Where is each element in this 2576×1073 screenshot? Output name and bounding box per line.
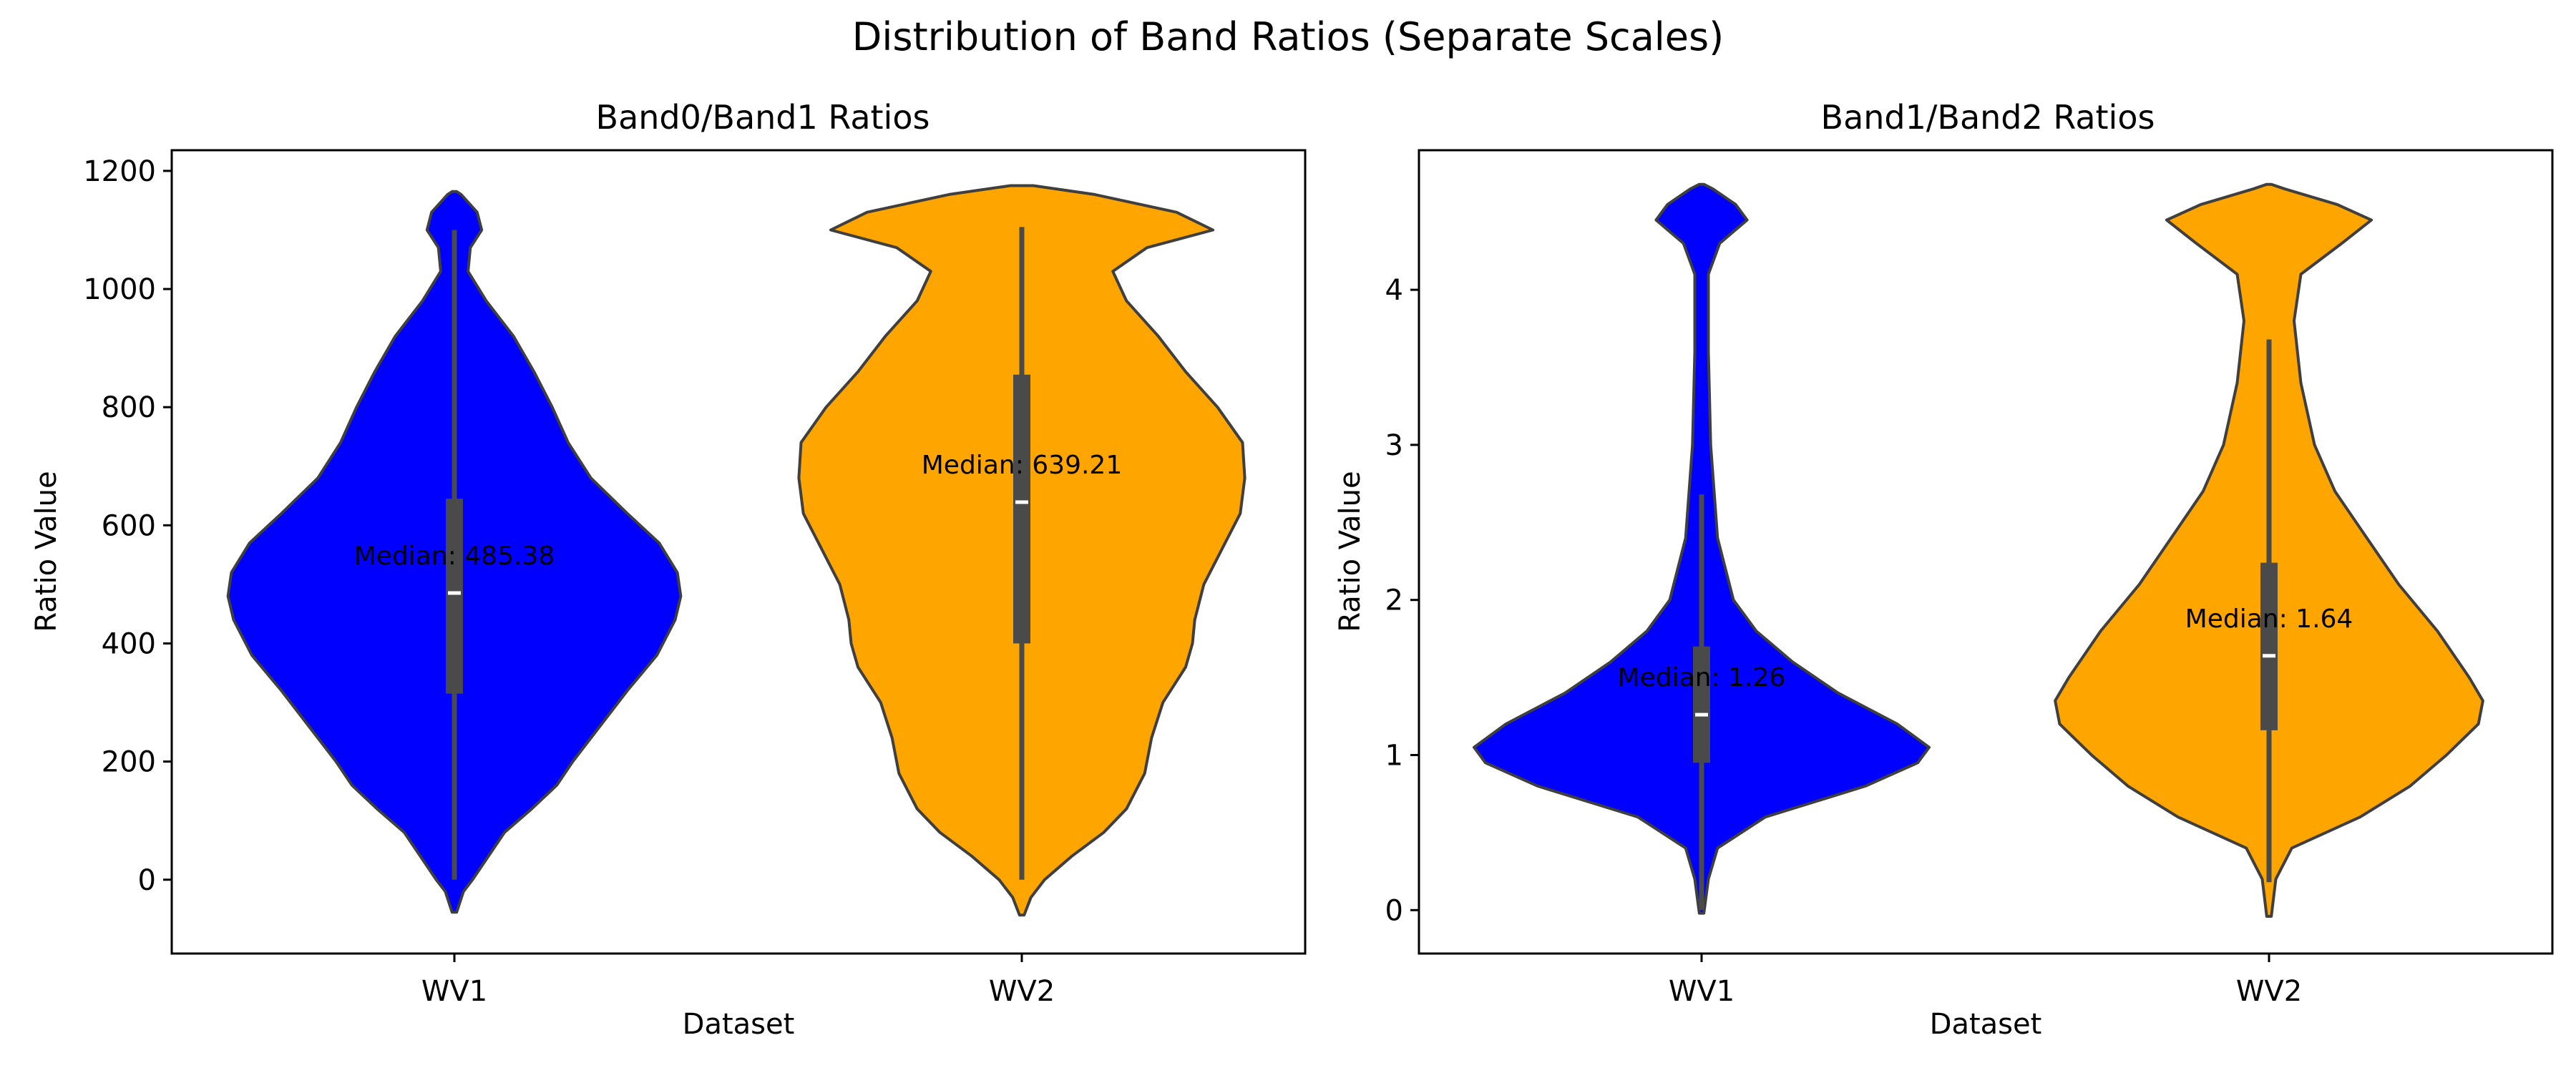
y-tick-label: 200	[102, 746, 156, 779]
panel-1-y-ticks: 0 200 400 600 800 1000 1200	[83, 155, 172, 897]
iqr-box-wv1	[1693, 646, 1710, 763]
panel-1-x-axis-label: Dataset	[683, 1008, 795, 1041]
x-tick-label: WV2	[989, 975, 1055, 1008]
median-label-wv1: Median: 1.26	[1618, 663, 1786, 692]
y-tick-label: 1200	[83, 155, 156, 188]
median-label-wv1: Median: 485.38	[354, 542, 555, 571]
y-tick-label: 4	[1385, 274, 1403, 307]
iqr-box-wv2	[2260, 562, 2278, 730]
iqr-box-wv1	[446, 499, 463, 694]
y-tick-label: 0	[138, 864, 156, 897]
panel-1-title: Band0/Band1 Ratios	[596, 98, 930, 137]
x-tick-label: WV1	[1669, 975, 1735, 1008]
y-tick-label: 0	[1385, 894, 1403, 927]
panel-1-violins: Median: 485.38 Median: 639.21	[226, 184, 1246, 917]
y-tick-label: 400	[102, 627, 156, 660]
y-tick-label: 1000	[83, 273, 156, 306]
panel-2-y-axis-label: Ratio Value	[1334, 471, 1367, 632]
panel-2-y-ticks: 0 1 2 3 4	[1385, 274, 1419, 927]
panel-2-x-ticks: WV1 WV2	[1669, 954, 2302, 1008]
panel-2-x-axis-label: Dataset	[1930, 1008, 2042, 1041]
figure-title: Distribution of Band Ratios (Separate Sc…	[852, 14, 1724, 59]
y-tick-label: 2	[1385, 584, 1403, 617]
panel-band0-band1: Band0/Band1 Ratios Median: 485.38Median:…	[30, 98, 1307, 1041]
panel-2-violins: Median: 1.26 Median: 1.64	[1473, 182, 2484, 918]
y-tick-label: 1	[1385, 740, 1403, 773]
panel-1-axes-frame	[170, 149, 1307, 955]
iqr-box-wv2	[1013, 374, 1030, 644]
x-tick-label: WV1	[421, 975, 487, 1008]
panel-2-title: Band1/Band2 Ratios	[1821, 98, 2155, 137]
panel-1-y-axis-label: Ratio Value	[30, 471, 63, 632]
median-label-wv2: Median: 639.21	[922, 451, 1122, 480]
y-tick-label: 800	[102, 391, 156, 424]
panel-2-axes-frame	[1418, 149, 2554, 955]
median-label-wv2: Median: 1.64	[2185, 604, 2353, 634]
panel-1-x-ticks: WV1 WV2	[421, 954, 1055, 1008]
y-tick-label: 3	[1385, 429, 1403, 462]
y-tick-label: 600	[102, 509, 156, 542]
x-tick-label: WV2	[2236, 975, 2302, 1008]
